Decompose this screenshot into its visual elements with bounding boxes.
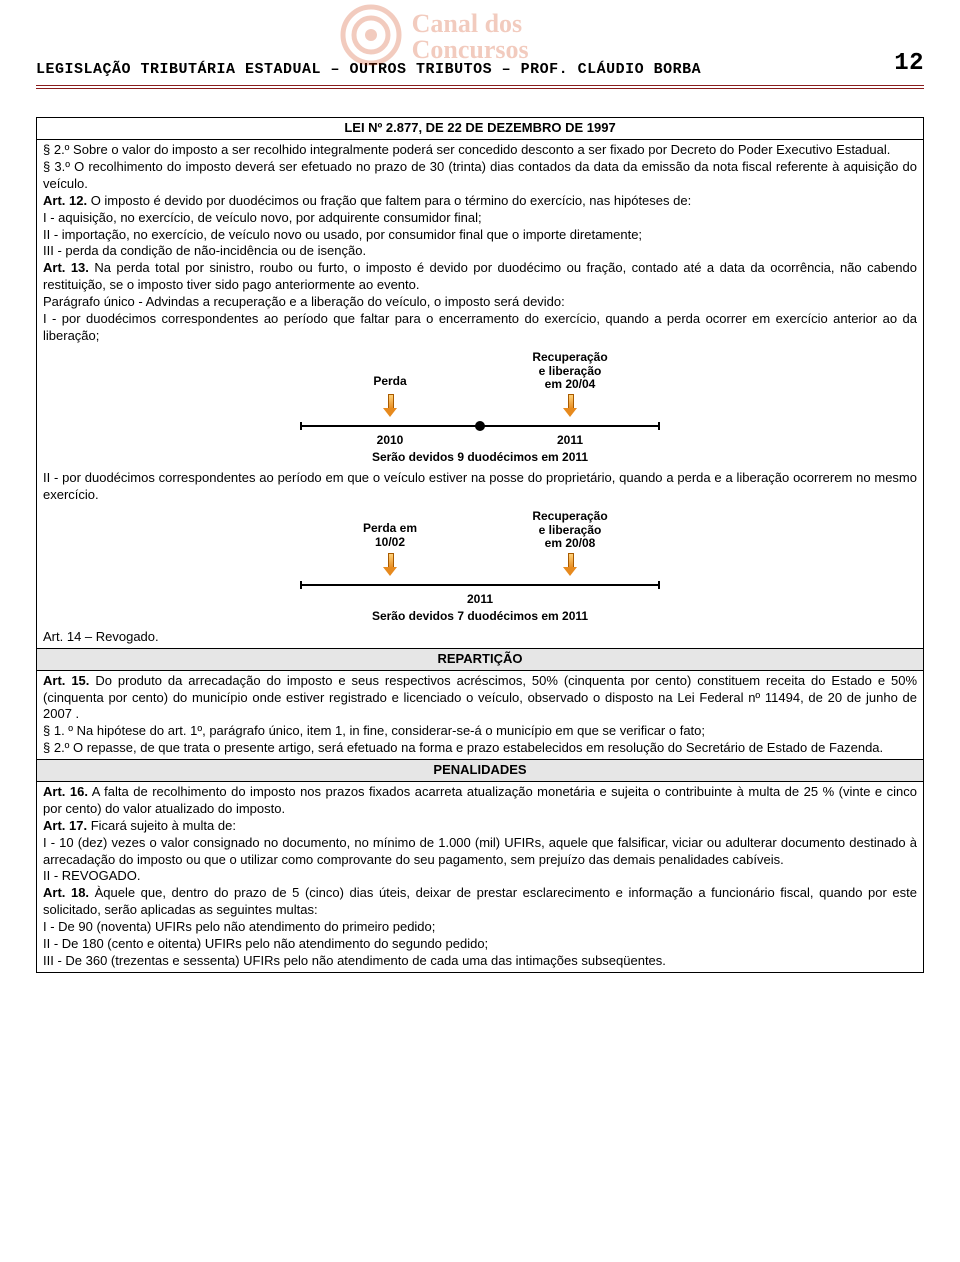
art12-i2: II - importação, no exercício, de veícul… bbox=[43, 227, 642, 242]
tl2-r1: Recuperação bbox=[532, 509, 607, 523]
para-2-1: § 2.º Sobre o valor do imposto a ser rec… bbox=[43, 142, 890, 157]
art17-lead: Art. 17. bbox=[43, 818, 87, 833]
art18-i3: III - De 360 (trezentas e sessenta) UFIR… bbox=[43, 953, 666, 968]
section-reparticao: REPARTIÇÃO bbox=[37, 648, 924, 670]
art17-text: Ficará sujeito à multa de: bbox=[87, 818, 236, 833]
page-number: 12 bbox=[884, 48, 924, 79]
arrow-down-icon bbox=[563, 394, 577, 418]
tl1-r1: Recuperação bbox=[532, 350, 607, 364]
art12-i3: III - perda da condição de não-incidênci… bbox=[43, 243, 366, 258]
tl1-caption: Serão devidos 9 duodécimos em 2011 bbox=[300, 450, 660, 466]
pu-i1: I - por duodécimos correspondentes ao pe… bbox=[43, 311, 917, 343]
art18-i1: I - De 90 (noventa) UFIRs pelo não atend… bbox=[43, 919, 435, 934]
art16-text: A falta de recolhimento do imposto nos p… bbox=[43, 784, 917, 816]
art17-i1: I - 10 (dez) vezes o valor consignado no… bbox=[43, 835, 917, 867]
law-title: LEI Nº 2.877, DE 22 DE DEZEMBRO DE 1997 bbox=[37, 118, 924, 140]
art18-i2: II - De 180 (cento e oitenta) UFIRs pelo… bbox=[43, 936, 488, 951]
timeline-2: Perda em 10/02 Recuperação e liberação e… bbox=[300, 510, 660, 625]
tl2-r3: em 20/08 bbox=[545, 536, 596, 550]
legislation-table: LEI Nº 2.877, DE 22 DE DEZEMBRO DE 1997 … bbox=[36, 117, 924, 973]
penalidades-block: Art. 16. A falta de recolhimento do impo… bbox=[37, 782, 924, 973]
body-block-1: § 2.º Sobre o valor do imposto a ser rec… bbox=[37, 140, 924, 649]
art15-text: Do produto da arrecadação do imposto e s… bbox=[43, 673, 917, 722]
tl1-left-label: Perda bbox=[300, 351, 480, 392]
reparticao-block: Art. 15. Do produto da arrecadação do im… bbox=[37, 670, 924, 759]
para-3-1: § 3.º O recolhimento do imposto deverá s… bbox=[43, 159, 917, 191]
art16-lead: Art. 16. bbox=[43, 784, 88, 799]
tl2-axis bbox=[300, 584, 660, 592]
header-rule bbox=[36, 85, 924, 89]
tl2-l1: Perda em bbox=[363, 521, 417, 535]
pu-i2: II - por duodécimos correspondentes ao p… bbox=[43, 470, 917, 502]
tl2-caption: Serão devidos 7 duodécimos em 2011 bbox=[300, 609, 660, 625]
art17-i2: II - REVOGADO. bbox=[43, 868, 141, 883]
timeline-1: Perda Recuperação e liberação em 20/04 2… bbox=[300, 351, 660, 466]
tl1-r2: e liberação bbox=[539, 364, 602, 378]
tl2-l2: 10/02 bbox=[375, 535, 405, 549]
rep-p2: § 2.º O repasse, de que trata o presente… bbox=[43, 740, 883, 755]
tl2-r2: e liberação bbox=[539, 523, 602, 537]
art18-lead: Art. 18. bbox=[43, 885, 89, 900]
tl1-axis bbox=[300, 425, 660, 433]
rep-p1: § 1. º Na hipótese do art. 1º, parágrafo… bbox=[43, 723, 705, 738]
art12-lead: Art. 12. bbox=[43, 193, 87, 208]
arrow-down-icon bbox=[383, 553, 397, 577]
art18-text: Àquele que, dentro do prazo de 5 (cinco)… bbox=[43, 885, 917, 917]
art12-i1: I - aquisição, no exercício, de veículo … bbox=[43, 210, 482, 225]
pu: Parágrafo único - Advindas a recuperação… bbox=[43, 294, 565, 309]
tl1-r3: em 20/04 bbox=[545, 377, 596, 391]
tl1-year-left: 2010 bbox=[300, 433, 480, 449]
tl1-year-right: 2011 bbox=[480, 433, 660, 449]
arrow-down-icon bbox=[383, 394, 397, 418]
art13-text: Na perda total por sinistro, roubo ou fu… bbox=[43, 260, 917, 292]
arrow-down-icon bbox=[563, 553, 577, 577]
tl2-year: 2011 bbox=[300, 592, 660, 608]
art15-lead: Art. 15. bbox=[43, 673, 89, 688]
page-title: LEGISLAÇÃO TRIBUTÁRIA ESTADUAL – OUTROS … bbox=[36, 60, 884, 80]
section-penalidades: PENALIDADES bbox=[37, 760, 924, 782]
art14: Art. 14 – Revogado. bbox=[43, 629, 159, 644]
art13-lead: Art. 13. bbox=[43, 260, 89, 275]
art12-text: O imposto é devido por duodécimos ou fra… bbox=[87, 193, 691, 208]
